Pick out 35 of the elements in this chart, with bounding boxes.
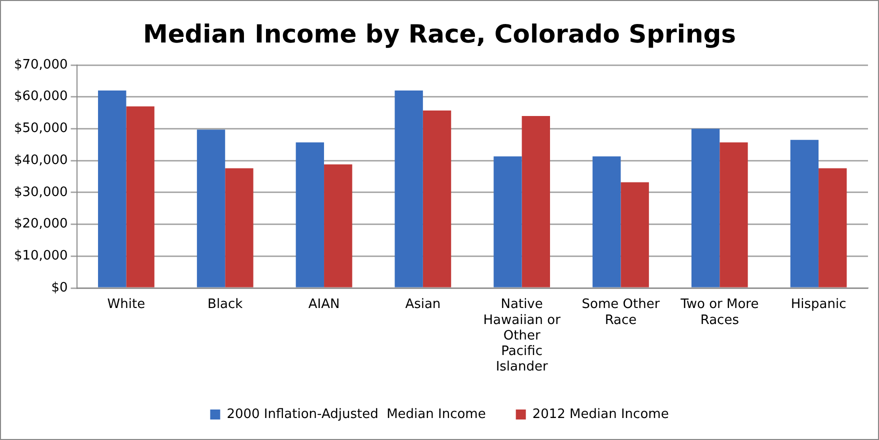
y-tick-label: $70,000 (14, 57, 68, 72)
legend-label: 2012 Median Income (532, 406, 669, 422)
bar (522, 116, 550, 288)
legend-label: 2000 Inflation-Adjusted Median Income (226, 406, 486, 422)
bar (818, 168, 847, 288)
x-tick-label: Hispanic (790, 297, 846, 312)
y-tick-label: $10,000 (14, 248, 68, 264)
y-tick-label: $20,000 (14, 216, 68, 232)
x-tick-label: Some Other Race (582, 297, 660, 328)
x-tick-label: Two or More Races (680, 297, 759, 328)
x-tick-label: Native Hawaiian or Other Pacific Islander (483, 297, 562, 375)
bar (494, 156, 522, 288)
x-tick-label: White (107, 297, 146, 312)
y-tick-label: $30,000 (14, 184, 68, 200)
bar (196, 130, 226, 288)
x-tick-label: AIAN (308, 297, 340, 312)
bar (126, 106, 154, 288)
bar (620, 182, 649, 288)
bar (394, 90, 423, 288)
y-tick-label: $60,000 (14, 89, 68, 104)
bar (98, 90, 126, 288)
bar (691, 128, 720, 288)
bar (592, 156, 621, 288)
bar (225, 168, 254, 288)
x-tick-label: Asian (405, 297, 441, 312)
bar (720, 142, 748, 288)
bar (422, 110, 452, 288)
bar (296, 142, 324, 288)
bar (324, 164, 352, 288)
x-tick-label: Black (208, 297, 244, 312)
y-tick-label: $50,000 (14, 121, 68, 136)
bar (790, 140, 819, 288)
y-tick-label: $0 (51, 280, 68, 296)
chart-title: Median Income by Race, Colorado Springs (142, 20, 736, 48)
y-tick-label: $40,000 (14, 152, 68, 168)
